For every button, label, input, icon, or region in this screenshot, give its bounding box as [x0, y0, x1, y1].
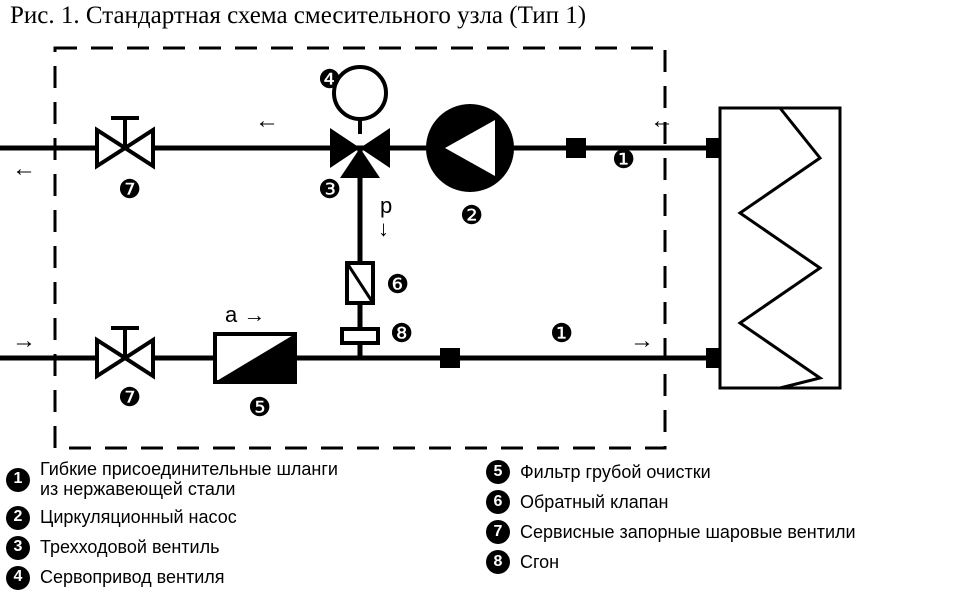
ball-valve-top: [97, 118, 153, 166]
mixing-unit-diagram: ← ← ← → → ❼ ❹ ❸: [0, 38, 971, 458]
circulation-pump: [426, 104, 514, 192]
legend-text-7: Сервисные запорные шаровые вентили: [520, 523, 856, 542]
heat-exchanger: [720, 108, 840, 388]
legend-col-left: 1 Гибкие присоединительные шланги из нер…: [0, 460, 486, 590]
legend-item-8: 8 Сгон: [486, 550, 956, 574]
legend-num-3: 3: [6, 536, 30, 560]
strainer-filter: [215, 334, 295, 382]
callout-3: ❸: [318, 174, 341, 204]
legend-num-5: 5: [486, 460, 510, 484]
hex-port-bottom: [706, 348, 720, 368]
arrow-top-in: ←: [650, 107, 674, 134]
callout-1-top: ❶: [612, 144, 635, 174]
flex-hose-bottom: [440, 348, 460, 368]
callout-7-top: ❼: [118, 174, 141, 204]
legend-num-8: 8: [486, 550, 510, 574]
legend-num-6: 6: [486, 490, 510, 514]
arrow-bot-in: →: [630, 327, 654, 354]
callout-8: ❽: [390, 318, 413, 348]
legend-col-right: 5 Фильтр грубой очистки 6 Обратный клапа…: [486, 460, 956, 590]
legend-item-6: 6 Обратный клапан: [486, 490, 956, 514]
legend-item-2: 2 Циркуляционный насос: [6, 506, 486, 530]
legend-item-5: 5 Фильтр грубой очистки: [486, 460, 956, 484]
legend-item-4: 4 Сервопривод вентиля: [6, 566, 486, 590]
legend-item-3: 3 Трехходовой вентиль: [6, 536, 486, 560]
legend-text-2: Циркуляционный насос: [40, 508, 237, 527]
callout-5: ❺: [248, 392, 271, 422]
legend-num-7: 7: [486, 520, 510, 544]
callout-2: ❷: [460, 200, 483, 230]
legend-num-4: 4: [6, 566, 30, 590]
legend-item-1: 1 Гибкие присоединительные шланги из нер…: [6, 460, 486, 500]
legend-num-2: 2: [6, 506, 30, 530]
arrow-top-mid: ←: [255, 107, 279, 134]
legend-text-8: Сгон: [520, 553, 559, 572]
legend-text-4: Сервопривод вентиля: [40, 568, 225, 587]
flex-hose-top: [566, 138, 586, 158]
callout-7-bot: ❼: [118, 382, 141, 412]
check-valve: [347, 263, 373, 303]
arrow-bot-out: →: [12, 327, 36, 354]
legend-item-7: 7 Сервисные запорные шаровые вентили: [486, 520, 956, 544]
bypass-p-arrow: ↓: [378, 216, 389, 241]
callout-1-bot: ❶: [550, 318, 573, 348]
legend-text-1: Гибкие присоединительные шланги из нержа…: [40, 460, 338, 500]
legend-text-6: Обратный клапан: [520, 493, 668, 512]
three-way-valve: [330, 128, 390, 178]
hex-port-top: [706, 138, 720, 158]
bypass-p: p: [380, 193, 392, 218]
arrow-left-out: ←: [12, 155, 36, 182]
ball-valve-bottom: [97, 328, 153, 376]
legend-num-1: 1: [6, 468, 30, 492]
legend-text-3: Трехходовой вентиль: [40, 538, 219, 557]
a-flow-label: a →: [225, 302, 265, 327]
legend: 1 Гибкие присоединительные шланги из нер…: [0, 460, 971, 590]
figure-title: Рис. 1. Стандартная схема смесительного …: [10, 2, 586, 30]
actuator-circle: [334, 67, 386, 119]
callout-4: ❹: [318, 64, 341, 94]
legend-text-5: Фильтр грубой очистки: [520, 463, 711, 482]
callout-6: ❻: [386, 269, 409, 299]
union-sgon: [342, 329, 378, 343]
